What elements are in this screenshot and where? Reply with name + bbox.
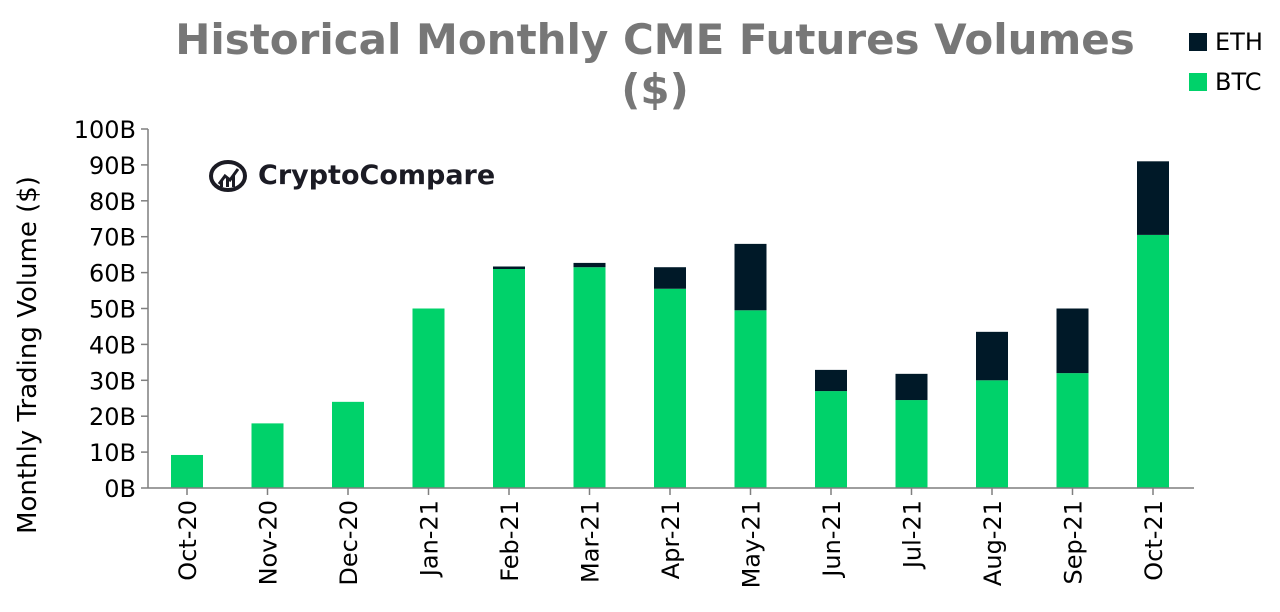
x-tick-label: Mar-21 — [577, 500, 605, 583]
bars — [171, 161, 1169, 488]
bar-eth-jun-21 — [815, 369, 847, 392]
x-tick-label: May-21 — [738, 500, 766, 588]
y-tick-label: 20B — [89, 403, 136, 431]
bar-btc-mar-21 — [573, 267, 606, 488]
y-tick-label: 70B — [89, 224, 136, 252]
bar-eth-aug-21 — [976, 331, 1008, 381]
legend: ETH BTC — [1189, 28, 1263, 96]
bar-btc-jul-21 — [895, 400, 928, 488]
y-ticks: 0B 10B 20B 30B 40B 50B 60B 70B 80B 90B 100B — [74, 116, 148, 503]
bar-btc-nov-20 — [251, 423, 284, 488]
bar-btc-jun-21 — [815, 391, 847, 488]
bar-btc-oct-21 — [1137, 234, 1169, 488]
legend-label-eth: ETH — [1215, 28, 1263, 56]
x-ticks: Oct-20 Nov-20 Dec-20 Jan-21 Feb-21 Mar-21 Apr-… — [174, 488, 1168, 588]
bar-btc-may-21 — [734, 310, 767, 488]
x-tick-label: Jan-21 — [416, 500, 444, 578]
bar-btc-aug-21 — [976, 380, 1008, 488]
y-tick-label: 50B — [89, 296, 136, 324]
y-tick-label: 80B — [89, 188, 136, 216]
x-tick-label: Oct-21 — [1140, 500, 1168, 581]
bar-eth-sep-21 — [1056, 308, 1089, 374]
bar-eth-jul-21 — [895, 373, 928, 401]
x-tick-label: Apr-21 — [657, 500, 685, 579]
y-tick-label: 60B — [89, 260, 136, 288]
bar-btc-apr-21 — [654, 288, 686, 488]
bar-eth-apr-21 — [654, 267, 686, 289]
bar-eth-oct-21 — [1137, 161, 1169, 235]
legend-swatch-eth — [1189, 33, 1207, 51]
x-tick-label: Jun-21 — [818, 500, 846, 579]
y-tick-label: 40B — [89, 331, 136, 359]
y-tick-label: 10B — [89, 439, 136, 467]
x-tick-label: Sep-21 — [1060, 500, 1088, 584]
legend-label-btc: BTC — [1215, 68, 1261, 96]
bar-btc-oct-20 — [171, 454, 203, 488]
bar-btc-dec-20 — [332, 401, 364, 488]
x-tick-label: Jul-21 — [899, 500, 927, 570]
chart-title-line-2: ($) — [621, 65, 689, 114]
legend-swatch-btc — [1189, 73, 1207, 91]
y-tick-label: 30B — [89, 367, 136, 395]
bar-eth-feb-21 — [493, 266, 525, 270]
x-tick-label: Nov-20 — [255, 500, 283, 585]
bar-btc-jan-21 — [412, 308, 445, 488]
x-tick-label: Dec-20 — [335, 500, 363, 586]
watermark-text: CryptoCompare — [258, 160, 495, 191]
x-tick-label: Aug-21 — [979, 500, 1007, 586]
y-tick-label: 90B — [89, 152, 136, 180]
cryptocompare-logo-icon — [209, 160, 247, 192]
watermark: CryptoCompare — [209, 160, 495, 192]
chart-title-line-1: Historical Monthly CME Futures Volumes — [175, 15, 1135, 64]
bar-btc-sep-21 — [1056, 373, 1089, 488]
bar-eth-mar-21 — [573, 262, 606, 268]
y-tick-label: 100B — [74, 116, 136, 144]
bar-btc-feb-21 — [493, 269, 525, 488]
x-tick-label: Oct-20 — [174, 500, 202, 581]
x-tick-label: Feb-21 — [496, 500, 524, 582]
bar-eth-may-21 — [734, 243, 767, 311]
y-tick-label: 0B — [104, 475, 136, 503]
y-axis-label: Monthly Trading Volume ($) — [13, 176, 43, 534]
